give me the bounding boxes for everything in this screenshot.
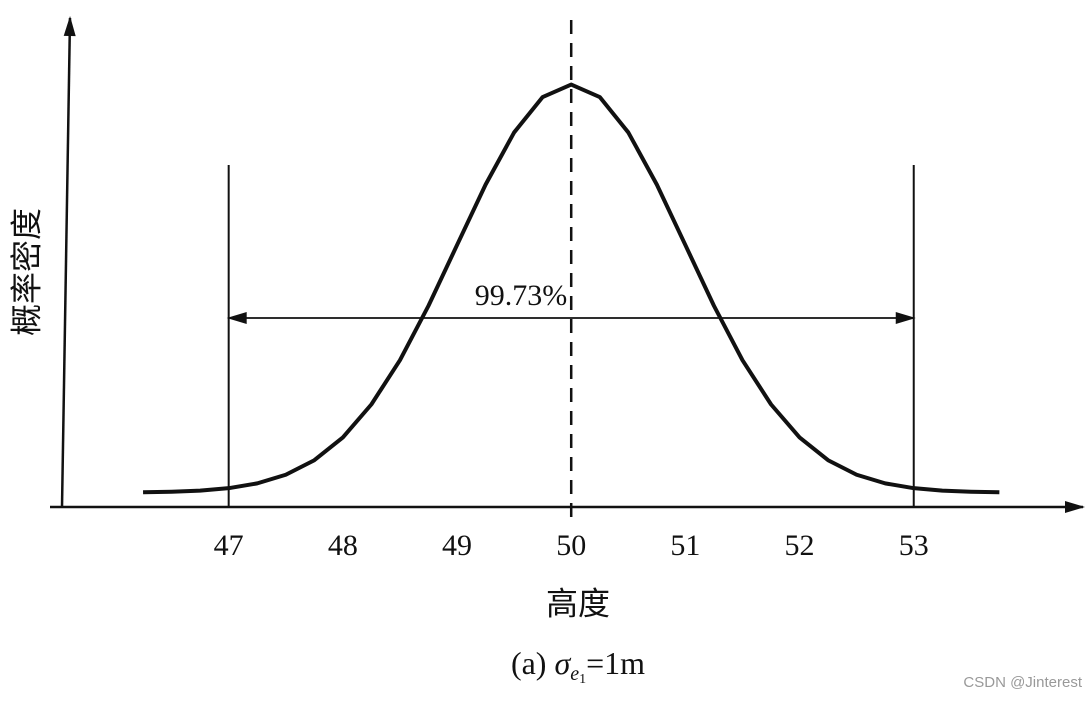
x-tick-label: 52 bbox=[785, 529, 815, 562]
caption-part: =1m bbox=[586, 645, 645, 681]
density-curve bbox=[143, 82, 1000, 495]
x-axis-label: 高度 bbox=[546, 585, 610, 621]
x-tick-label: 48 bbox=[328, 529, 358, 562]
y-axis bbox=[60, 16, 76, 508]
x-tick-label: 51 bbox=[670, 529, 700, 562]
y-axis-label: 概率密度 bbox=[8, 208, 44, 336]
x-tick-label: 50 bbox=[556, 529, 586, 562]
caption-symbol: σ bbox=[554, 645, 571, 681]
x-tick-label: 49 bbox=[442, 529, 472, 562]
caption-part: (a) bbox=[511, 645, 555, 681]
caption-sub: e bbox=[570, 663, 579, 685]
caption-subsub: 1 bbox=[579, 672, 586, 687]
interval-label: 99.73% bbox=[475, 279, 568, 312]
x-tick-label: 53 bbox=[899, 529, 929, 562]
x-tick-label: 47 bbox=[214, 529, 244, 562]
watermark: CSDN @Jinterest bbox=[963, 674, 1082, 691]
caption: (a) σe1=1m bbox=[511, 645, 645, 687]
